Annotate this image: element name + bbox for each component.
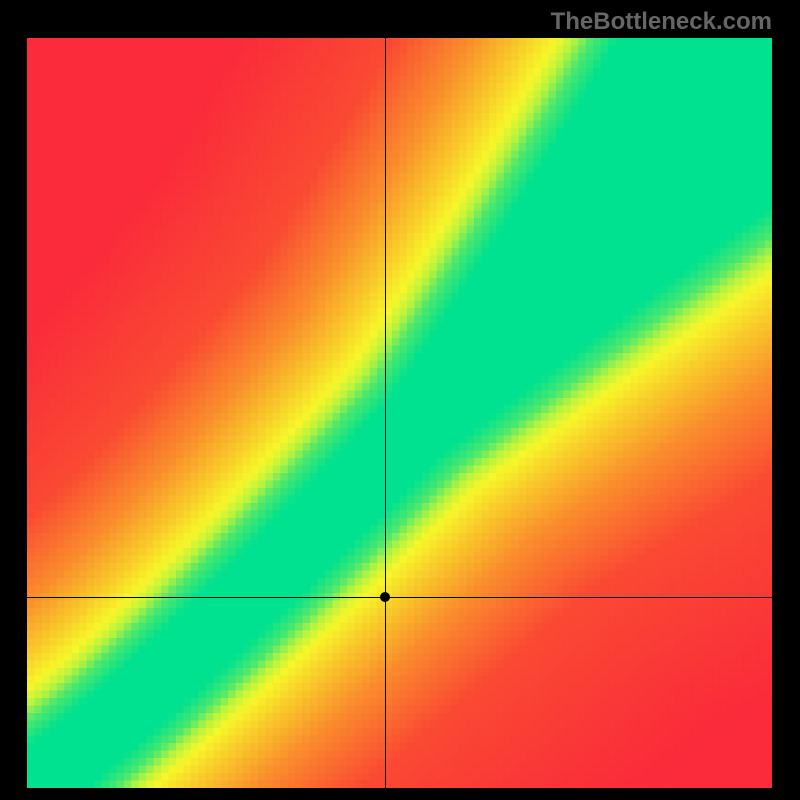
crosshair-marker	[380, 592, 390, 602]
watermark-text: TheBottleneck.com	[551, 8, 772, 36]
heatmap-plot-area	[27, 38, 772, 788]
crosshair-vertical	[385, 38, 386, 788]
bottleneck-heatmap: { "watermark": { "text": "TheBottleneck.…	[0, 0, 800, 800]
heatmap-canvas	[27, 38, 772, 788]
crosshair-horizontal	[27, 597, 772, 598]
